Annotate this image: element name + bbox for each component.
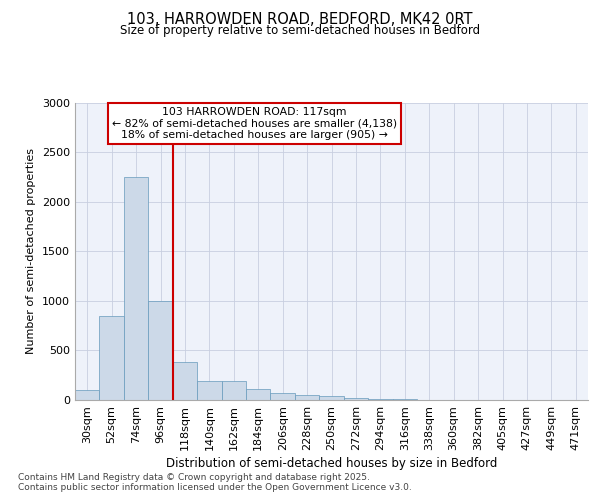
Bar (344, 398, 368, 400)
Text: Size of property relative to semi-detached houses in Bedford: Size of property relative to semi-detach… (120, 24, 480, 37)
Bar (197, 381, 221, 400)
Bar (246, 389, 271, 400)
Bar (100, 316, 124, 400)
Bar (368, 399, 392, 400)
Bar (173, 362, 197, 400)
Y-axis label: Number of semi-detached properties: Number of semi-detached properties (26, 148, 37, 354)
Bar (271, 392, 295, 400)
Text: Contains HM Land Registry data © Crown copyright and database right 2025.: Contains HM Land Registry data © Crown c… (18, 472, 370, 482)
Text: Contains public sector information licensed under the Open Government Licence v3: Contains public sector information licen… (18, 482, 412, 492)
Bar (75, 390, 100, 400)
Bar (148, 301, 173, 400)
Text: 103 HARROWDEN ROAD: 117sqm
← 82% of semi-detached houses are smaller (4,138)
18%: 103 HARROWDEN ROAD: 117sqm ← 82% of semi… (112, 107, 397, 140)
Text: 103, HARROWDEN ROAD, BEDFORD, MK42 0RT: 103, HARROWDEN ROAD, BEDFORD, MK42 0RT (127, 12, 473, 28)
X-axis label: Distribution of semi-detached houses by size in Bedford: Distribution of semi-detached houses by … (166, 457, 497, 470)
Bar (221, 381, 246, 400)
Bar (319, 396, 344, 400)
Bar (124, 177, 148, 400)
Bar (295, 394, 319, 400)
Bar (392, 399, 417, 400)
